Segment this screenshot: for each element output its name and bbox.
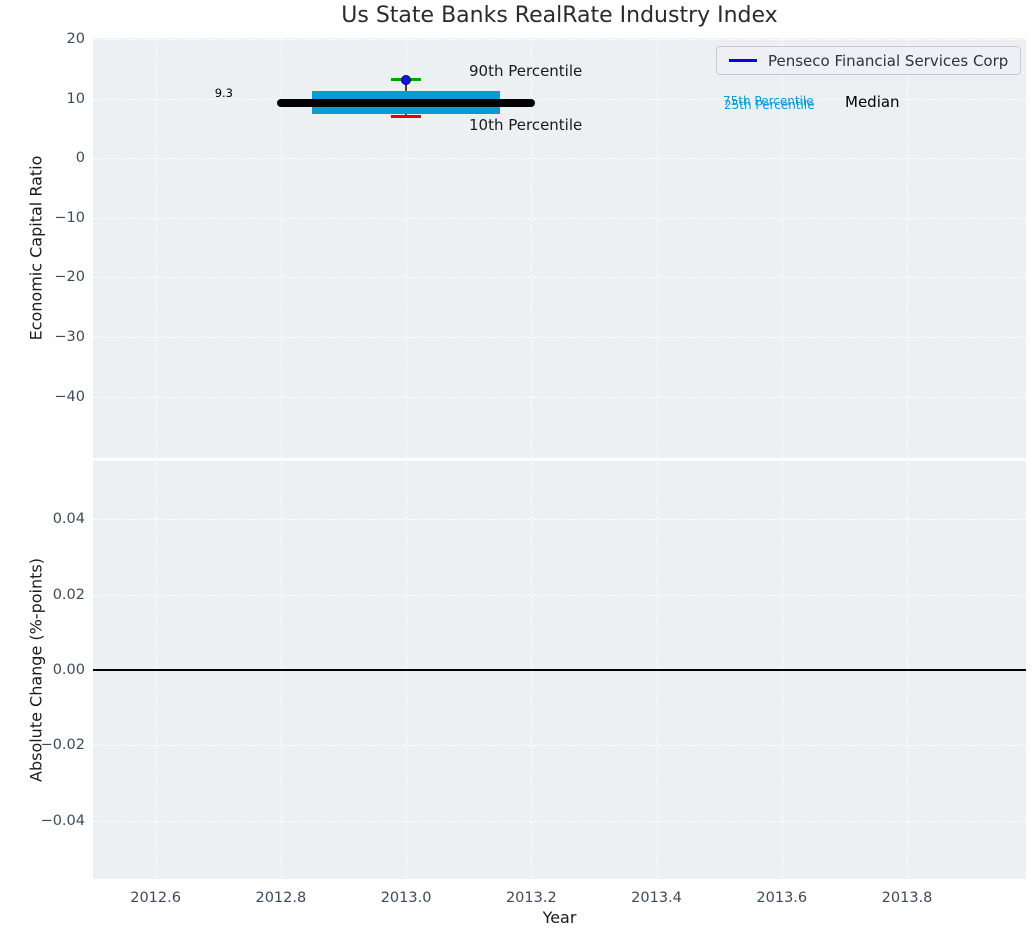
x-tick-label: 2012.8 — [255, 890, 307, 906]
y-tick-label: −30 — [54, 329, 85, 346]
chart-title: Us State Banks RealRate Industry Index — [341, 3, 778, 28]
y-tick-label: −10 — [54, 209, 85, 226]
legend-label: Penseco Financial Services Corp — [768, 51, 1009, 70]
bottom-subplot — [93, 461, 1026, 879]
legend-line-sample-icon — [729, 59, 757, 62]
legend: Penseco Financial Services Corp — [716, 46, 1021, 75]
gridline-horizontal — [93, 337, 1026, 339]
gridline-horizontal — [93, 158, 1026, 160]
gridline-vertical — [406, 38, 408, 458]
gridline-horizontal — [93, 277, 1026, 279]
y-axis-label-top: Economic Capital Ratio — [26, 155, 46, 341]
y-tick-label: 0.02 — [52, 586, 85, 603]
gridline-horizontal — [93, 745, 1026, 747]
y-tick-label: 0.00 — [52, 662, 85, 678]
top-subplot — [93, 38, 1026, 458]
gridline-horizontal — [93, 519, 1026, 521]
gridline-horizontal — [93, 396, 1026, 398]
annotation-p25-label: 25th Percentile — [724, 97, 815, 112]
y-tick-label: 10 — [66, 90, 85, 107]
y-tick-label: −0.02 — [40, 737, 85, 754]
y-tick-label: 20 — [66, 31, 85, 48]
x-tick-label: 2013.6 — [756, 890, 808, 906]
annotation-median-label: Median — [845, 93, 900, 111]
gridline-vertical — [781, 38, 783, 458]
x-tick-label: 2012.6 — [130, 890, 181, 906]
y-tick-label: −20 — [54, 269, 85, 286]
annotation-median-value: 9.3 — [214, 86, 233, 100]
zero-reference-line — [93, 669, 1026, 672]
company-data-point — [401, 74, 412, 85]
annotation-p90-label: 90th Percentile — [469, 62, 583, 80]
p10-cap — [391, 115, 422, 119]
annotation-p10-label: 10th Percentile — [469, 116, 583, 134]
x-tick-label: 2013.4 — [631, 890, 682, 906]
gridline-horizontal — [93, 820, 1026, 822]
gridline-vertical — [531, 38, 533, 458]
x-tick-label: 2013.0 — [380, 890, 432, 906]
x-axis-label: Year — [542, 908, 577, 927]
gridline-vertical — [280, 38, 282, 458]
y-tick-label: 0 — [75, 150, 85, 167]
gridline-vertical — [907, 38, 909, 458]
gridline-vertical — [656, 38, 658, 458]
x-tick-label: 2013.8 — [881, 890, 933, 906]
median-line — [276, 98, 536, 108]
gridline-vertical — [155, 38, 157, 458]
gridline-horizontal — [93, 98, 1026, 100]
y-tick-label: −40 — [54, 388, 85, 405]
y-tick-label: 0.04 — [52, 511, 85, 528]
gridline-horizontal — [93, 39, 1026, 41]
y-tick-label: −0.04 — [40, 812, 85, 829]
annotation-p75-label: 75th Percentile — [723, 94, 814, 108]
x-tick-label: 2013.2 — [505, 890, 557, 906]
gridline-horizontal — [93, 594, 1026, 596]
gridline-horizontal — [93, 217, 1026, 219]
